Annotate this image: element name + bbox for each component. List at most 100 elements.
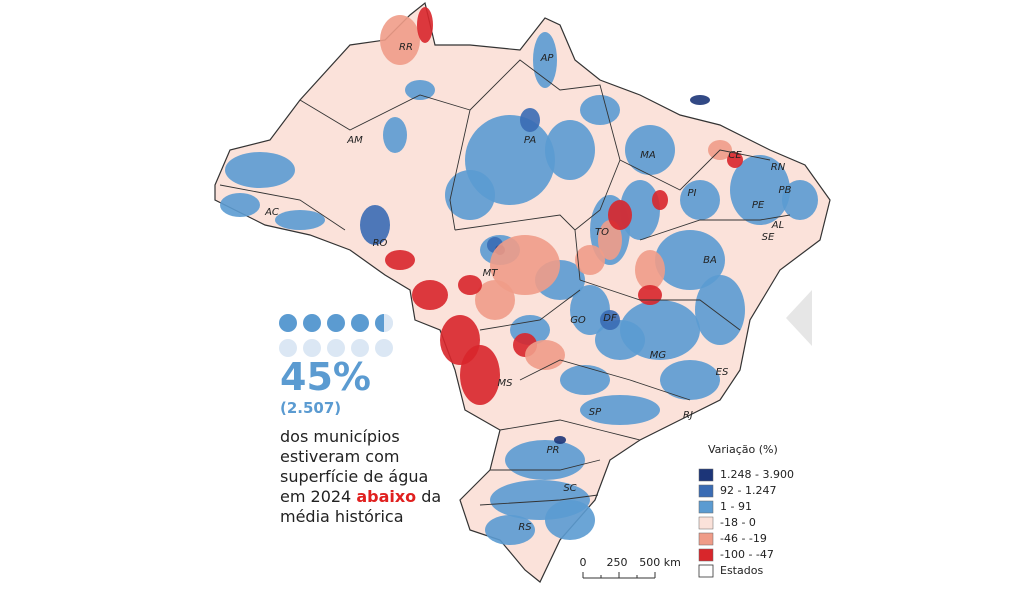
municipality-patch [505, 440, 585, 480]
border [639, 214, 791, 241]
dot [327, 339, 345, 357]
municipality-patch [460, 345, 500, 405]
legend-label: -18 - 0 [720, 516, 756, 529]
border [454, 214, 581, 281]
stat-line: média histórica [280, 507, 404, 526]
legend: Variação (%) 1.248 - 3.900 92 - 1.247 1 - … [698, 443, 794, 578]
legend-swatch [698, 516, 714, 530]
dot [327, 314, 345, 332]
dot-half [375, 314, 384, 332]
municipality-patch [417, 7, 433, 43]
legend-swatch [698, 564, 714, 578]
scale-bar: 0 250 500 km [580, 556, 681, 579]
municipality-patch [635, 250, 665, 290]
state-label: MA [640, 150, 656, 161]
municipality-patch [652, 190, 668, 210]
municipality-patch [598, 220, 622, 260]
legend-swatch [698, 500, 714, 514]
municipality-patch [360, 205, 390, 245]
state-label: SP [589, 407, 602, 418]
percentage-dots [279, 314, 393, 357]
state-label: TO [595, 227, 609, 238]
state-label: AC [264, 207, 279, 218]
legend-label: Estados [720, 564, 763, 577]
municipality-patch [608, 200, 632, 230]
state-label: SC [563, 483, 576, 494]
municipality-patch [695, 275, 745, 345]
state-label: RN [771, 162, 786, 173]
state-label: RR [399, 42, 413, 53]
state-label: PI [688, 188, 697, 199]
state-label: RJ [683, 410, 693, 421]
stat-line: em 2024 abaixo da [280, 487, 441, 506]
municipality-patch [412, 280, 448, 310]
state-label: CE [728, 150, 742, 161]
municipality-patch [730, 155, 790, 225]
state-label: PA [524, 135, 537, 146]
dot [303, 339, 321, 357]
state-label: SE [762, 232, 775, 243]
state-label: MG [650, 350, 667, 361]
stat-text: em 2024 [280, 487, 356, 506]
scale-label: 250 [607, 556, 628, 569]
state-label: AL [771, 220, 784, 231]
state-label: GO [570, 315, 586, 326]
municipality-patch [275, 210, 325, 230]
border [579, 279, 741, 331]
municipality-patch [554, 436, 566, 444]
municipality-patches [220, 7, 818, 545]
border [219, 184, 346, 231]
dot [303, 314, 321, 332]
next-arrow[interactable] [786, 290, 812, 346]
state-label: PB [779, 185, 792, 196]
legend-label: 1.248 - 3.900 [720, 468, 794, 481]
municipality-patch [545, 120, 595, 180]
municipality-patch [490, 235, 560, 295]
legend-swatch [698, 548, 714, 562]
municipality-patch [660, 360, 720, 400]
border [499, 419, 641, 441]
legend-label: -46 - -19 [720, 532, 767, 545]
dot [279, 314, 297, 332]
state-label: BA [703, 255, 717, 266]
border [479, 289, 581, 331]
headline-count: (2.507) [280, 399, 341, 417]
state-label: RO [373, 238, 388, 249]
municipality-patch [560, 365, 610, 395]
border [619, 149, 771, 191]
municipality-patch [620, 180, 660, 240]
legend-label: 1 - 91 [720, 500, 752, 513]
dot [351, 339, 369, 357]
municipality-patch [225, 152, 295, 188]
border [299, 94, 471, 231]
state-label: AP [540, 53, 555, 64]
border [469, 59, 621, 231]
state-label: ES [716, 367, 729, 378]
scale-label: 0 [580, 556, 587, 569]
stat-line: estiveram com [280, 447, 399, 466]
municipality-patch [625, 125, 675, 175]
legend-title: Variação (%) [708, 443, 778, 456]
stat-line: dos municípios [280, 427, 400, 446]
municipality-patch [520, 108, 540, 132]
legend-swatch [698, 484, 714, 498]
legend-label: 92 - 1.247 [720, 484, 776, 497]
municipality-patch [782, 180, 818, 220]
state-borders [219, 59, 791, 506]
border [490, 459, 601, 471]
legend-swatch [698, 532, 714, 546]
state-label: PR [547, 445, 560, 456]
stat-line: superfície de água [280, 467, 428, 486]
municipality-patch [570, 285, 610, 335]
stat-text: da [416, 487, 441, 506]
municipality-patch [600, 310, 620, 330]
municipality-patch [545, 500, 595, 540]
municipality-patch [580, 395, 660, 425]
municipality-patch [690, 95, 710, 105]
municipality-patch [405, 80, 435, 100]
municipality-patch [655, 230, 725, 290]
municipality-patch [525, 340, 565, 370]
stat-highlight: abaixo [356, 487, 416, 506]
municipality-patch [385, 250, 415, 270]
